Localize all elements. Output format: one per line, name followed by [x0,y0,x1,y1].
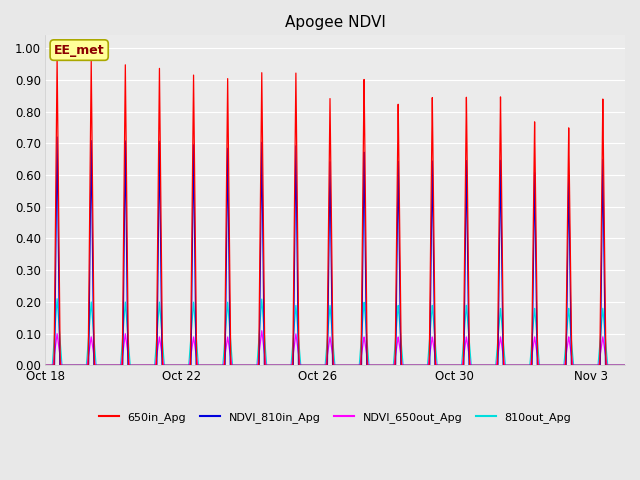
NDVI_810in_Apg [53,134,61,140]
NDVI_650out_Apg [173,362,181,368]
810out_Apg [99,362,106,368]
810out_Apg [53,296,61,301]
810out_Apg [518,362,525,368]
NDVI_650out_Apg [42,362,49,368]
810out_Apg [42,362,49,368]
Line: 810out_Apg: 810out_Apg [45,299,625,365]
NDVI_650out_Apg [125,362,133,368]
810out_Apg [621,362,629,368]
810out_Apg [526,360,534,365]
810out_Apg [126,356,134,362]
650in_Apg [42,362,49,368]
NDVI_810in_Apg [173,362,181,368]
NDVI_810in_Apg [621,362,629,368]
Legend: 650in_Apg, NDVI_810in_Apg, NDVI_650out_Apg, 810out_Apg: 650in_Apg, NDVI_810in_Apg, NDVI_650out_A… [94,407,576,427]
NDVI_810in_Apg [126,362,134,368]
650in_Apg [526,362,534,368]
NDVI_650out_Apg [518,362,525,368]
Title: Apogee NDVI: Apogee NDVI [285,15,385,30]
810out_Apg [173,362,181,368]
810out_Apg [416,362,424,368]
NDVI_810in_Apg [99,362,106,368]
NDVI_810in_Apg [518,362,525,368]
Line: NDVI_650out_Apg: NDVI_650out_Apg [45,331,625,365]
Line: 650in_Apg: 650in_Apg [45,58,625,365]
Text: EE_met: EE_met [54,44,104,57]
650in_Apg [126,362,134,368]
650in_Apg [99,362,106,368]
650in_Apg [416,362,424,368]
NDVI_650out_Apg [99,362,106,368]
650in_Apg [173,362,181,368]
650in_Apg [53,55,61,60]
NDVI_810in_Apg [526,362,534,368]
NDVI_650out_Apg [621,362,629,368]
NDVI_650out_Apg [416,362,424,368]
650in_Apg [621,362,629,368]
NDVI_810in_Apg [416,362,424,368]
NDVI_810in_Apg [42,362,49,368]
Line: NDVI_810in_Apg: NDVI_810in_Apg [45,137,625,365]
NDVI_650out_Apg [526,362,534,368]
NDVI_650out_Apg [258,328,266,334]
650in_Apg [518,362,525,368]
